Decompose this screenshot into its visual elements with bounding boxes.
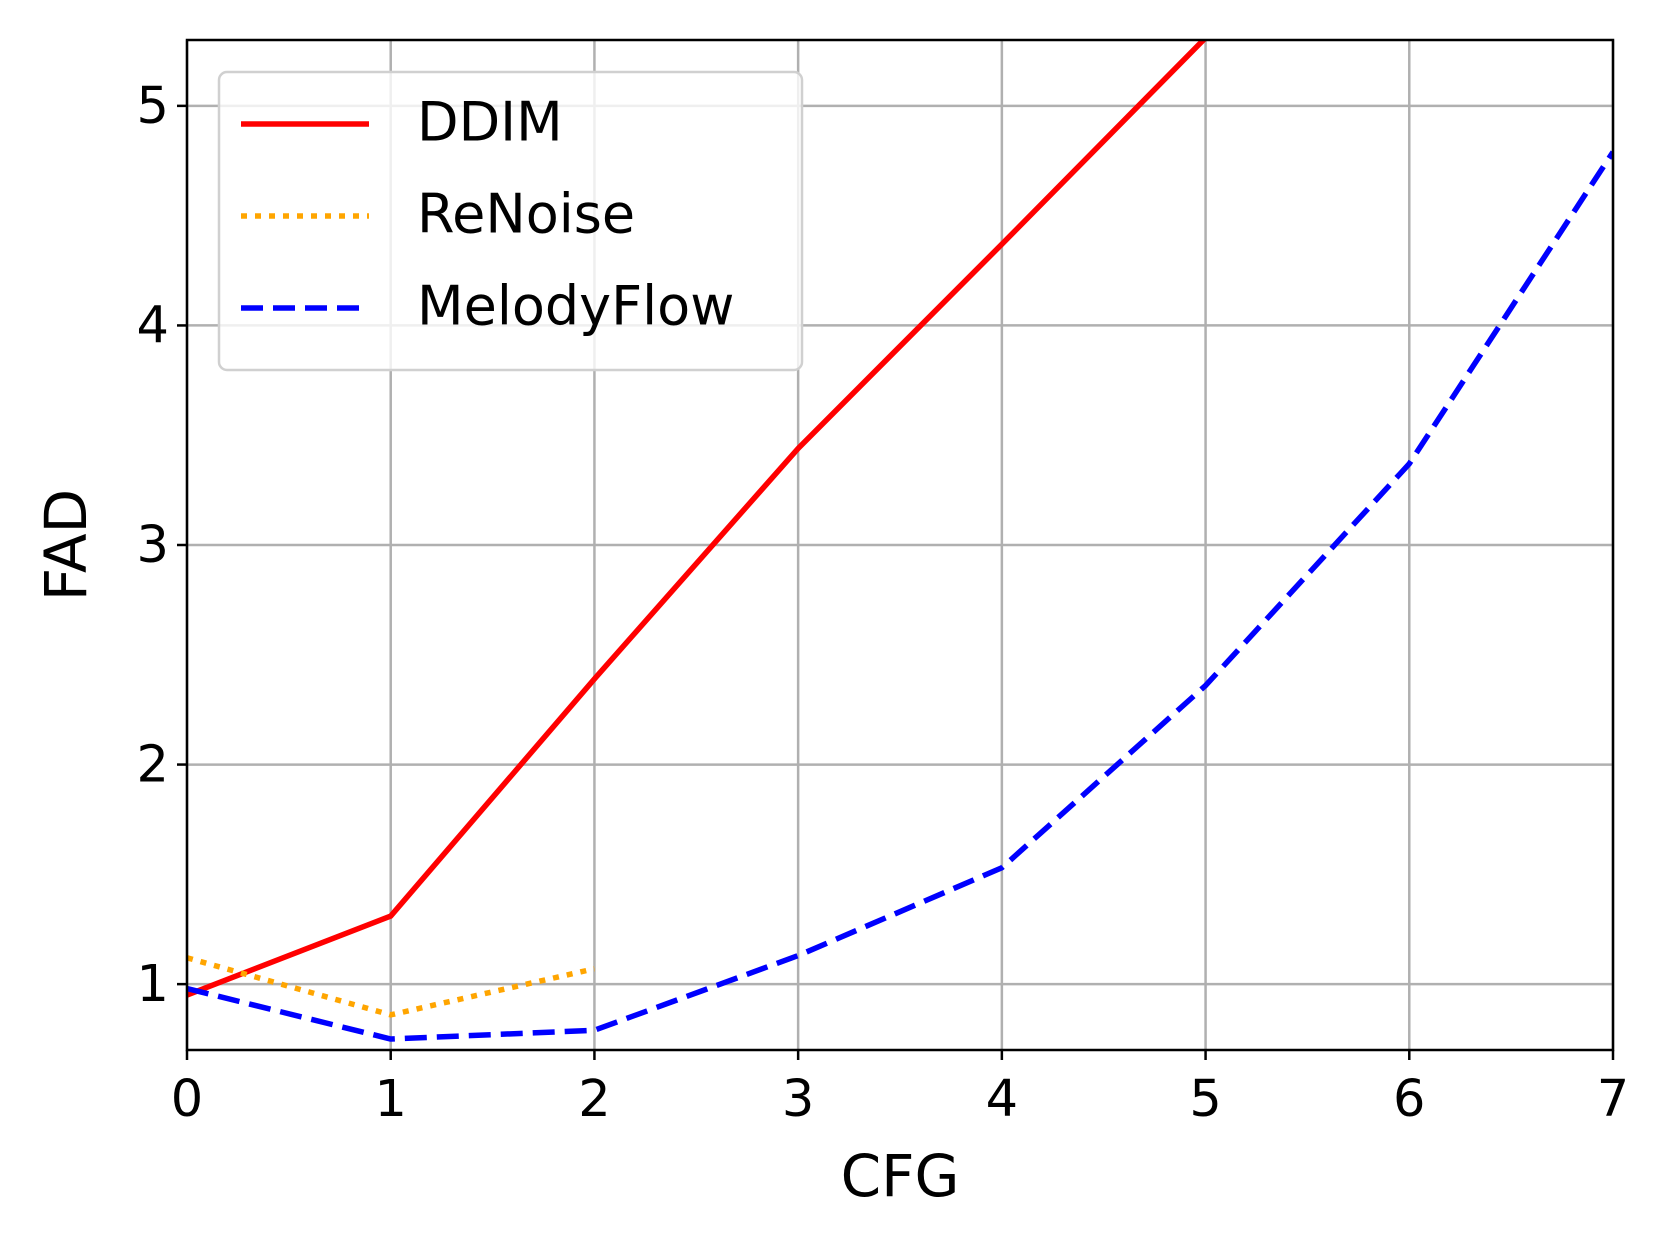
- line-series: [187, 150, 1613, 1042]
- y-tick-label: 5: [137, 77, 169, 136]
- line-series: [187, 40, 1208, 998]
- x-tick-label: 1: [374, 1070, 406, 1129]
- y-tick-label: 3: [137, 516, 169, 575]
- legend-label: ReNoise: [417, 183, 635, 246]
- plot-lines: [187, 40, 1613, 1042]
- legend-box: [217, 70, 804, 372]
- x-tick-label: 2: [578, 1070, 610, 1129]
- x-tick-label: 6: [1393, 1070, 1425, 1129]
- y-axis-label: FAD: [32, 489, 100, 601]
- plot-frame: [185, 38, 1615, 1052]
- x-tick-label: 0: [171, 1070, 203, 1129]
- legend-label: DDIM: [417, 91, 563, 154]
- line-series: [187, 955, 596, 1018]
- legend-label: MelodyFlow: [417, 275, 734, 338]
- y-tick-label: 4: [137, 296, 169, 355]
- x-tick-label: 3: [782, 1070, 814, 1129]
- x-tick-label: 4: [986, 1070, 1018, 1129]
- y-tick-label: 2: [137, 736, 169, 795]
- x-axis-label: CFG: [841, 1142, 960, 1210]
- x-tick-label: 5: [1189, 1070, 1221, 1129]
- x-tick-label: 7: [1597, 1070, 1629, 1129]
- y-tick-label: 1: [137, 955, 169, 1014]
